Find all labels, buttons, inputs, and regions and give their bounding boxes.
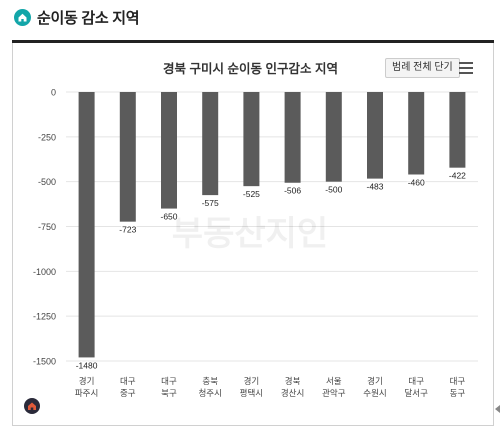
data-label: -575 [202,198,219,208]
bar[interactable] [119,92,136,222]
y-tick-label: -1250 [33,312,56,322]
x-tick-label: 대구 [161,376,177,386]
bar[interactable] [449,92,466,168]
x-tick-label: 관악구 [322,388,346,398]
bar[interactable] [325,92,342,182]
bar[interactable] [243,92,260,187]
x-tick-label: 경기 [244,376,260,386]
bar[interactable] [408,92,425,175]
x-tick-label: 대구 [408,376,424,386]
home-icon [14,8,31,26]
bar[interactable] [78,92,95,358]
x-tick-label: 경기 [79,376,95,386]
logo-icon [24,398,40,414]
x-tick-label: 파주시 [75,388,98,398]
data-label: -525 [243,189,260,199]
bars [78,92,466,358]
watermark-text: 부동산지인 [172,215,328,253]
section-title: 순이동 감소 지역 [37,9,140,27]
y-tick-label: -1000 [33,267,56,277]
bar[interactable] [202,92,219,196]
x-tick-label: 경기 [367,376,383,386]
y-tick-label: -1500 [33,357,56,367]
x-tick-label: 청주시 [198,388,221,398]
x-tick-label: 충북 [202,376,218,386]
y-tick-label: -750 [38,222,56,232]
x-tick-label: 동구 [450,388,466,398]
data-label: -483 [366,182,383,192]
y-tick-label: 0 [51,88,56,98]
y-axis: 0 -250 -500 -750 -1000 -1250 -1500 [33,88,56,367]
data-label: -723 [119,225,136,235]
data-label: -422 [449,171,466,181]
data-label: -460 [408,177,425,187]
section-heading: 순이동 감소 지역 [14,6,140,28]
x-tick-label: 경산시 [281,388,304,398]
x-tick-label: 북구 [161,388,177,398]
bar[interactable] [161,92,177,209]
hamburger-menu-icon[interactable] [459,62,473,74]
x-tick-label: 경북 [285,376,301,386]
x-tick-label: 평택시 [240,388,263,398]
data-labels: -1480 -723 -650 -575 -525 -506 -500 -483 -460 -42… [74,169,467,371]
card-top-border [12,40,494,43]
bar[interactable] [284,92,301,183]
chart-title: 경북 구미시 순이동 인구감소 지역 [163,62,338,76]
x-tick-label: 달서구 [404,388,428,398]
x-tick-label: 대구 [120,376,136,386]
data-label: -1480 [76,360,98,370]
y-tick-label: -500 [38,177,56,187]
x-tick-label: 수원시 [363,388,386,398]
scroll-arrow-icon[interactable] [495,405,500,413]
y-tick-label: -250 [38,132,56,142]
bar[interactable] [367,92,383,179]
x-tick-label: 중구 [120,388,136,398]
x-tick-label: 대구 [450,376,466,386]
data-label: -506 [284,186,301,196]
data-label: -500 [325,185,342,195]
data-label: -650 [160,212,177,222]
x-tick-label: 서울 [326,376,342,386]
